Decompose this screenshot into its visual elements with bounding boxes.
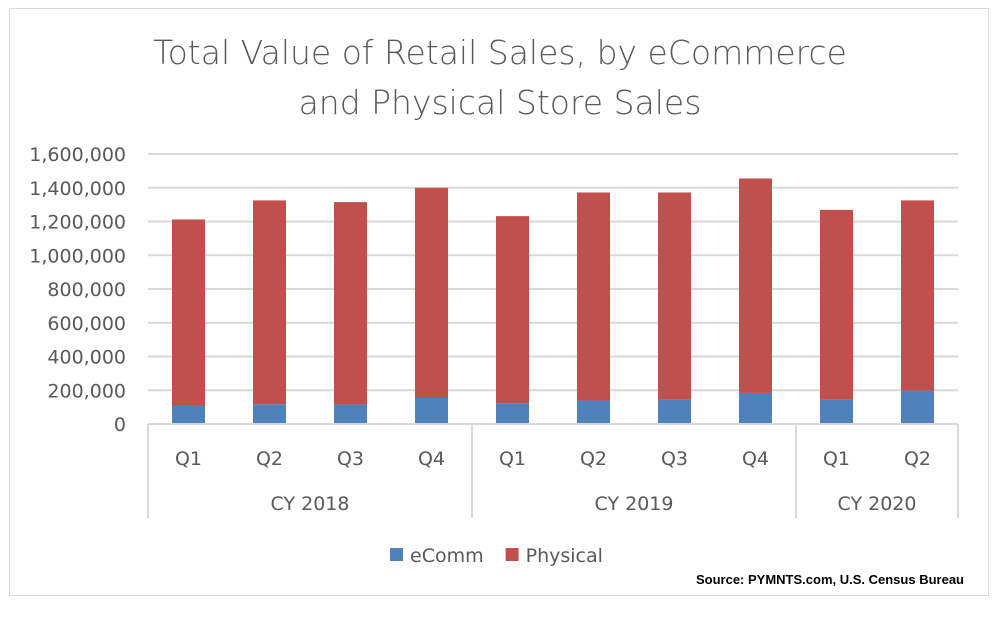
bar-ecomm [415,398,448,424]
bar-ecomm [496,403,529,424]
bar-ecomm [172,405,205,424]
x-tick-label: Q4 [418,448,445,470]
chart-title-line-2: and Physical Store Sales [298,83,702,122]
x-tick-label: Q1 [175,448,202,470]
bar-ecomm [901,390,934,424]
x-tick-label: Q1 [823,448,850,470]
chart-title-line-1: Total Value of Retail Sales, by eCommerc… [153,33,847,72]
bar-physical [739,178,772,393]
x-tick-label: Q4 [742,448,769,470]
bar-physical [658,192,691,400]
y-tick-label: 1,600,000 [29,144,126,166]
y-tick-label: 1,200,000 [29,212,126,234]
bar-physical [901,200,934,391]
bar-ecomm [334,404,367,424]
bar-physical [334,202,367,405]
source-note: Source: PYMNTS.com, U.S. Census Bureau [695,572,964,587]
bar-physical [577,192,610,401]
y-tick-label: 200,000 [47,380,126,402]
bar-ecomm [739,392,772,424]
legend-label-ecomm: eComm [410,545,484,567]
bar-physical [172,219,205,406]
x-tick-label: Q3 [337,448,364,470]
bar-ecomm [820,399,853,424]
group-label: CY 2019 [595,493,674,515]
y-tick-label: 0 [114,414,126,436]
group-label: CY 2018 [271,493,350,515]
x-tick-label: Q1 [499,448,526,470]
bar-physical [253,200,286,405]
bar-ecomm [577,400,610,424]
group-label: CY 2020 [838,493,917,515]
bar-ecomm [658,399,691,424]
legend-swatch-physical [505,548,519,561]
bar-physical [820,209,853,400]
bar-physical [496,216,529,404]
chart-title: Total Value of Retail Sales, by eCommerc… [0,28,1000,128]
bar-physical [415,187,448,399]
y-tick-label: 1,000,000 [29,245,126,267]
y-tick-label: 800,000 [47,279,126,301]
y-tick-label: 1,400,000 [29,178,126,200]
x-tick-label: Q2 [580,448,607,470]
y-tick-label: 400,000 [47,347,126,369]
x-tick-label: Q2 [256,448,283,470]
x-tick-label: Q3 [661,448,688,470]
chart-frame [9,8,989,596]
legend-label-physical: Physical [526,545,603,567]
x-tick-label: Q2 [904,448,931,470]
bar-ecomm [253,404,286,424]
legend-swatch-ecomm [390,548,403,561]
y-tick-label: 600,000 [47,313,126,335]
